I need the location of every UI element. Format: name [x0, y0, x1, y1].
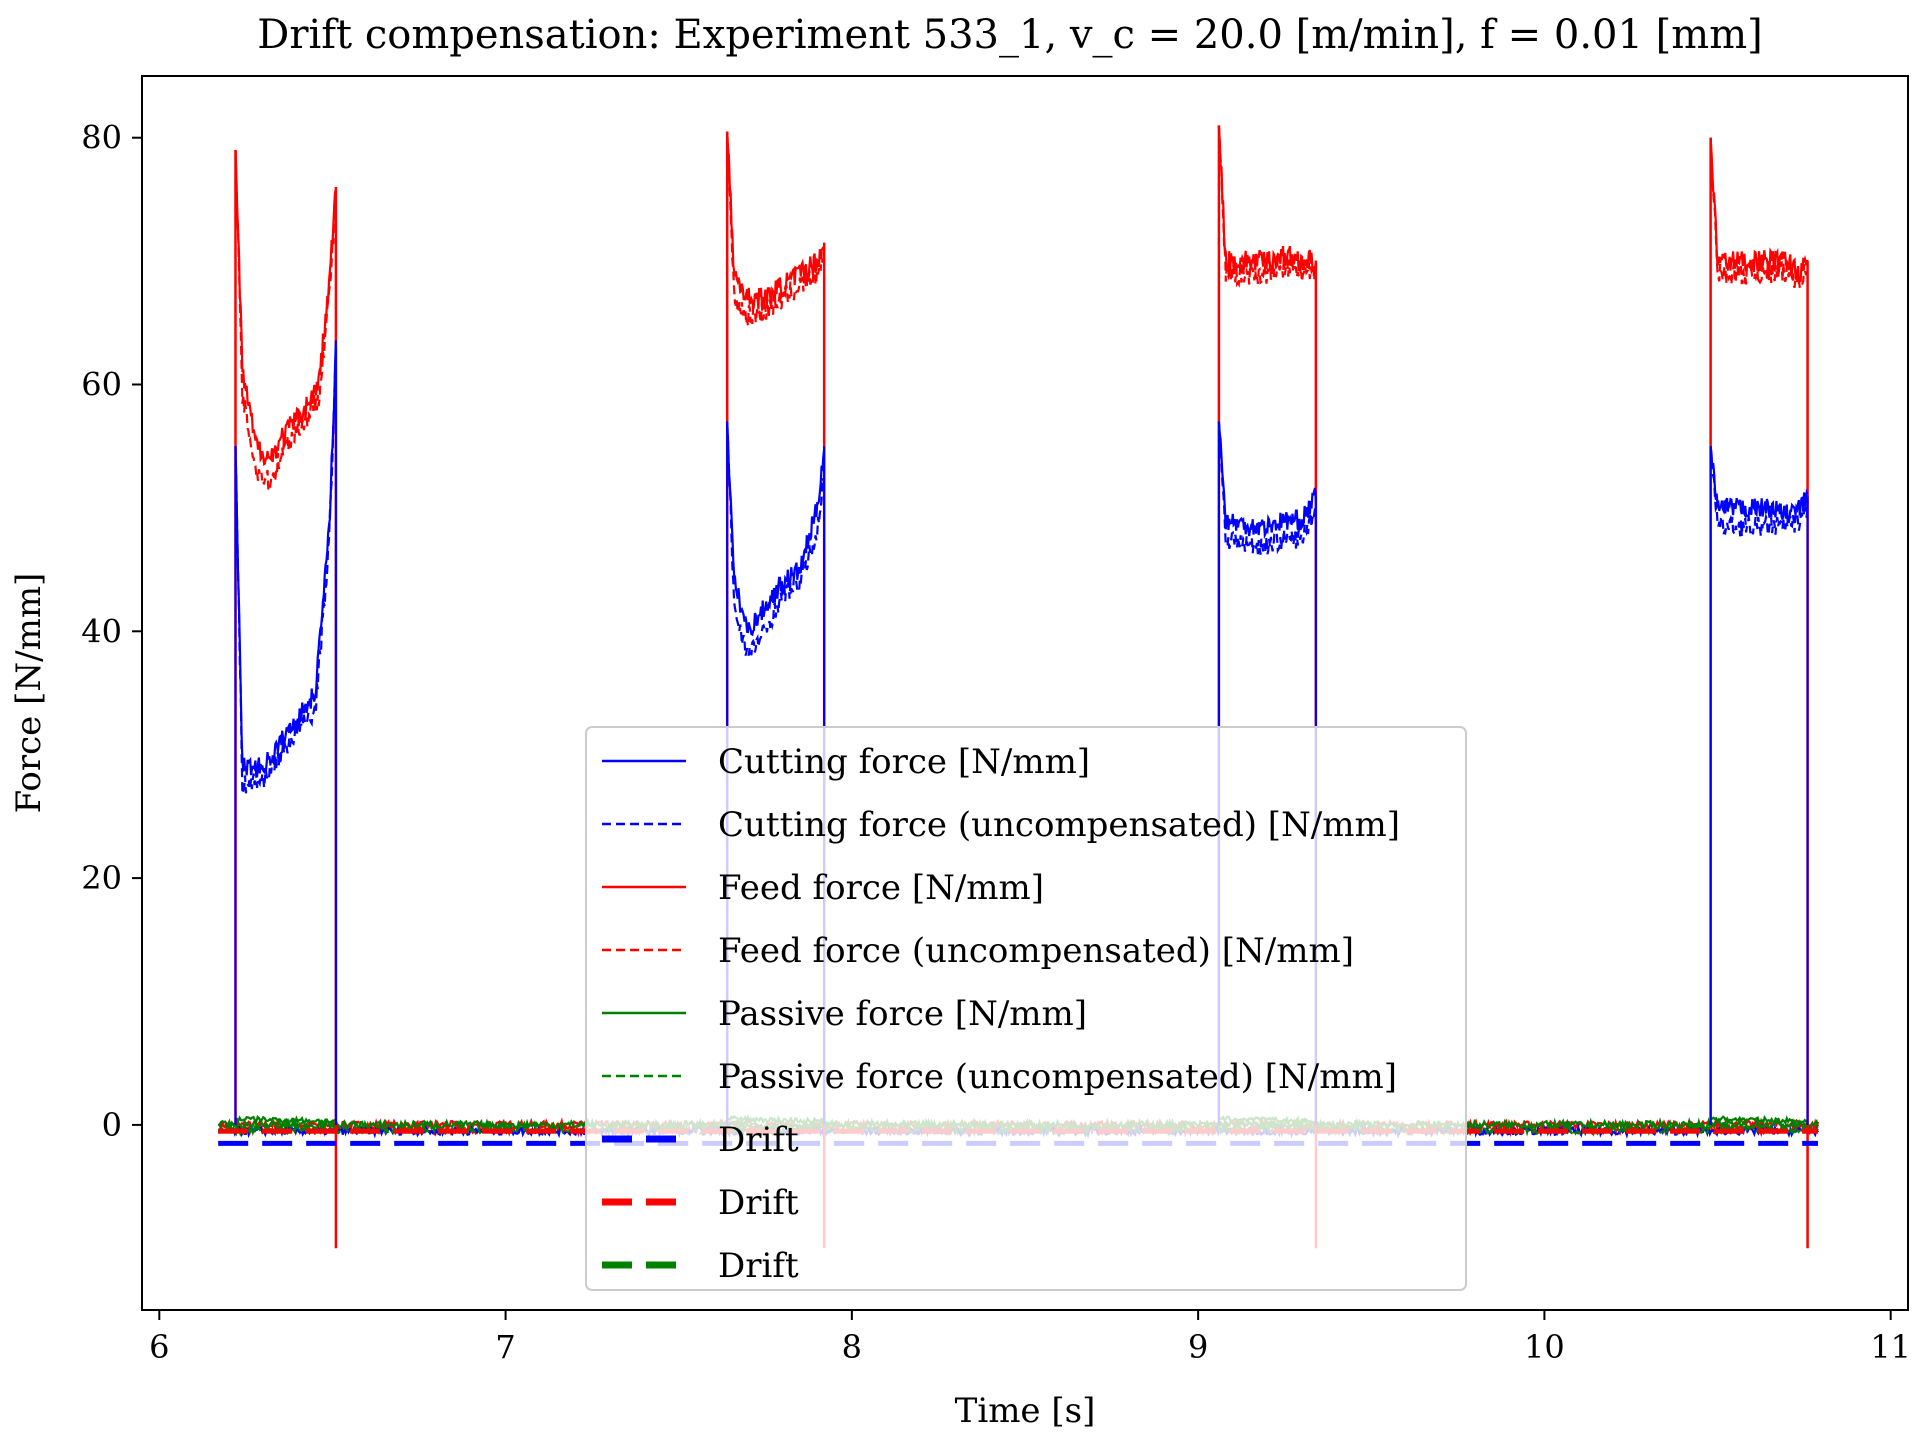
legend-box — [585, 726, 1467, 1291]
x-axis-label: Time [s] — [955, 1391, 1096, 1431]
legend-label: Feed force [N/mm] — [718, 868, 1044, 908]
legend: Cutting force [N/mm] Cutting force (uncom… — [585, 726, 1467, 1291]
feed-force-segment-1 — [234, 149, 337, 466]
cutting-force-segment-4 — [1709, 446, 1809, 524]
feed-force-segment-2 — [726, 131, 825, 310]
chart-title: Drift compensation: Experiment 533_1, v_… — [257, 12, 1763, 58]
feed-force-uncompensated-segment-1 — [234, 149, 337, 495]
y-tick-label: 40 — [81, 612, 122, 650]
cutting-force-uncompensated-segment-4 — [1709, 446, 1809, 538]
cutting-force-segment-1 — [234, 340, 337, 778]
x-tick-label: 9 — [1188, 1328, 1208, 1366]
cutting-force-segment-3 — [1217, 421, 1317, 540]
x-tick-label: 6 — [149, 1328, 169, 1366]
y-tick-label: 80 — [81, 119, 122, 157]
legend-label: Passive force (uncompensated) [N/mm] — [718, 1057, 1397, 1097]
x-tick-label: 10 — [1524, 1328, 1565, 1366]
x-tick-label: 11 — [1870, 1328, 1911, 1366]
legend-label: Drift — [718, 1246, 799, 1286]
legend-label: Feed force (uncompensated) [N/mm] — [718, 931, 1354, 971]
legend-label: Drift — [718, 1120, 799, 1160]
cutting-force-segment-2 — [726, 421, 826, 637]
y-tick-label: 60 — [81, 366, 122, 404]
feed-force-segment-3 — [1217, 125, 1317, 273]
y-tick-label: 20 — [81, 859, 122, 897]
axes-frame — [141, 75, 1909, 1311]
cutting-force-uncompensated-segment-3 — [1217, 421, 1317, 555]
y-axis: 0 20 40 60 80 — [81, 119, 142, 1144]
y-axis-label: Force [N/mm] — [9, 573, 49, 814]
x-tick-label: 7 — [495, 1328, 515, 1366]
feed-force-segment-4 — [1709, 137, 1809, 285]
y-tick-label: 0 — [102, 1106, 122, 1144]
x-axis: 6 7 8 9 10 11 — [149, 1310, 1911, 1366]
cutting-force-uncompensated-segment-1 — [234, 357, 337, 795]
cutting-force-uncompensated-segment-2 — [726, 421, 826, 656]
passive-force-segment-1 — [235, 1114, 336, 1126]
passive-force-uncompensated-baseline — [218, 1121, 1819, 1138]
legend-label: Drift — [718, 1183, 799, 1223]
x-tick-label: 8 — [842, 1328, 862, 1366]
feed-force-uncompensated-segment-3 — [1217, 125, 1317, 288]
legend-label: Passive force [N/mm] — [718, 994, 1087, 1034]
passive-force-segment-4 — [1710, 1114, 1809, 1126]
legend-label: Cutting force [N/mm] — [718, 742, 1090, 782]
legend-label: Cutting force (uncompensated) [N/mm] — [718, 805, 1400, 845]
